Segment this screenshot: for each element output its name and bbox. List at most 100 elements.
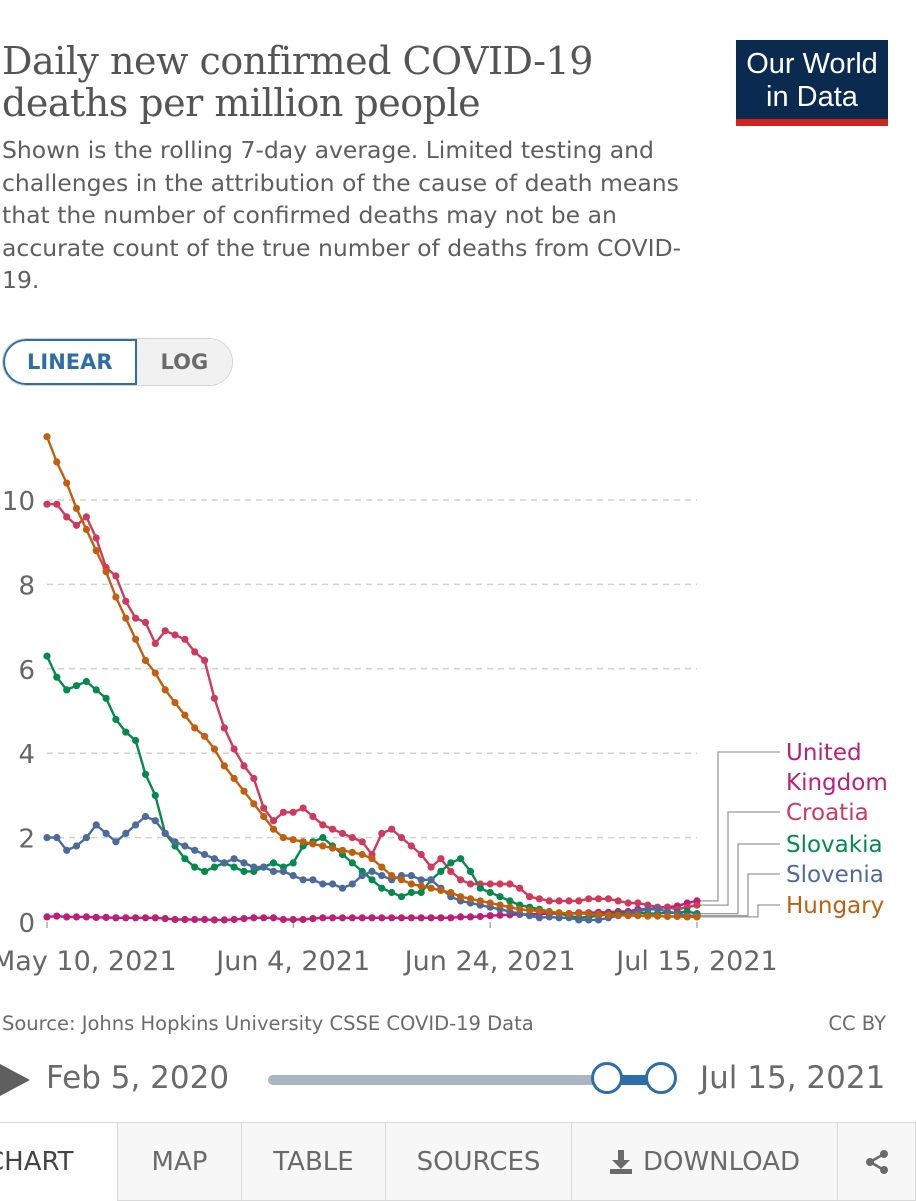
legend-leader-line [700,751,780,902]
tab-map-label: MAP [151,1146,208,1177]
data-point [565,897,573,905]
timeline-start-handle[interactable] [591,1062,623,1094]
timeline-start-date: Feb 5, 2020 [46,1060,230,1096]
data-point [427,884,435,892]
data-point [181,915,189,924]
data-point [555,914,563,922]
data-point [289,859,297,867]
data-point [535,895,544,903]
timeline-end-date: Jul 15, 2021 [700,1060,886,1096]
data-point [201,867,209,876]
data-point [309,812,317,821]
tab-sources-label: SOURCES [416,1146,541,1177]
data-point [102,829,110,838]
data-point [319,880,327,888]
data-point [348,834,356,842]
data-point [407,872,415,880]
data-point [289,836,297,844]
data-point [368,867,376,876]
data-point [53,912,61,920]
data-point [122,914,130,922]
data-point [329,880,337,888]
legend-label[interactable]: United [786,740,862,766]
data-point [683,913,691,921]
tab-table[interactable]: TABLE [242,1123,386,1201]
data-point [555,897,563,905]
timeline-track[interactable] [268,1075,608,1085]
data-point [122,728,130,736]
data-point [565,910,573,918]
data-point [329,844,337,852]
share-button[interactable] [838,1123,916,1201]
data-point [201,656,209,665]
data-point [378,884,386,892]
data-point [466,880,475,888]
data-point [289,808,297,816]
data-point [63,846,71,854]
data-point [378,863,386,871]
timeline-end-handle[interactable] [645,1062,677,1094]
data-point [269,914,278,922]
legend-label[interactable]: Slovenia [786,862,884,888]
data-point [634,899,642,907]
scale-toggle: LINEAR LOG [2,338,234,386]
tab-chart[interactable]: CHART [0,1123,118,1201]
data-point [397,876,406,884]
data-point [141,812,150,821]
data-point [122,614,130,622]
data-point [417,876,425,884]
data-point [466,867,475,876]
data-point [299,876,307,884]
legend-label[interactable]: Slovakia [786,832,883,858]
legend-label[interactable]: Hungary [786,893,884,919]
data-point [319,842,327,850]
data-point [210,745,218,753]
data-point [506,897,514,905]
data-point [269,859,278,867]
data-point [437,914,445,922]
data-point [663,907,672,916]
data-point [171,838,179,846]
data-point [388,914,396,922]
data-point [378,872,386,880]
legend-label[interactable]: Croatia [786,800,869,826]
data-point [427,914,435,922]
data-point [319,834,327,842]
data-point [63,513,71,521]
data-point [82,677,90,686]
legend-label[interactable]: Kingdom [786,770,888,796]
data-point [191,915,199,924]
data-point [171,631,179,639]
data-point [289,915,297,924]
play-icon[interactable] [0,1064,30,1096]
data-point [53,834,61,842]
data-point [368,914,376,922]
owid-logo[interactable]: Our World in Data [736,40,888,126]
y-tick-label: 4 [18,740,35,770]
data-point [526,893,534,901]
data-point [210,863,218,871]
data-point [82,525,90,534]
data-point [673,912,681,921]
data-point [43,834,51,842]
data-point [43,913,51,921]
data-point [151,914,159,922]
data-point [417,914,425,922]
data-point [526,912,534,920]
linear-scale-button[interactable]: LINEAR [3,339,137,385]
data-point [624,912,632,920]
data-point [309,915,317,923]
tab-table-label: TABLE [273,1146,354,1177]
tab-sources[interactable]: SOURCES [386,1123,572,1201]
log-scale-button[interactable]: LOG [136,339,233,385]
data-point [181,635,189,643]
tab-map[interactable]: MAP [118,1123,242,1201]
data-point [585,895,593,903]
tab-download[interactable]: DOWNLOAD [572,1123,838,1201]
data-point [43,500,51,508]
data-point [624,899,632,907]
data-point [220,762,228,770]
data-point [486,880,494,888]
license-link[interactable]: CC BY [828,1012,886,1035]
x-tick-label: Jun 4, 2021 [214,946,370,977]
